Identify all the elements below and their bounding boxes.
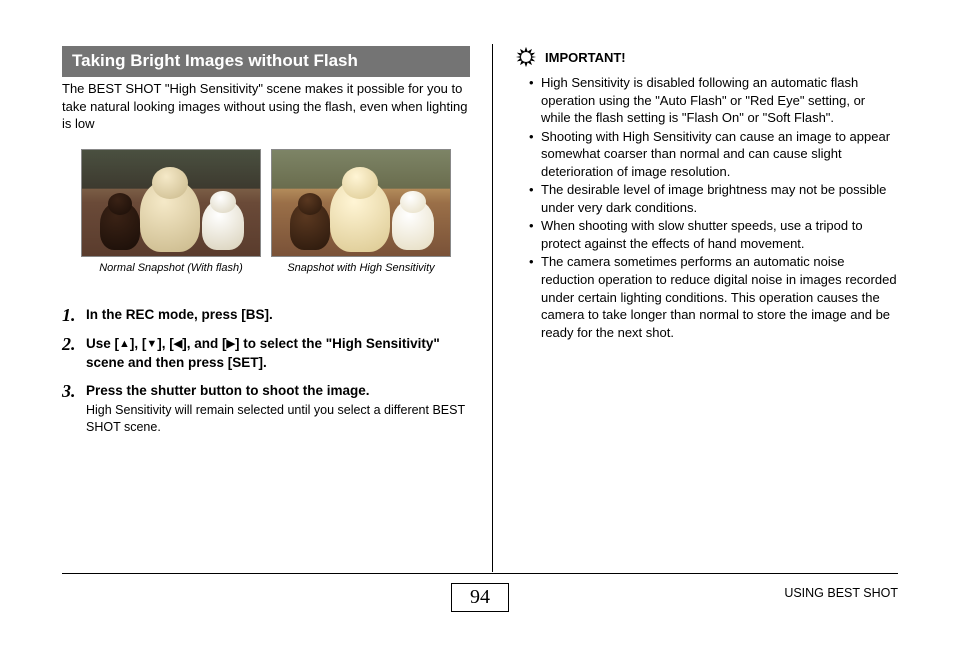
- section-header: Taking Bright Images without Flash: [62, 46, 470, 77]
- bullet-item: High Sensitivity is disabled following a…: [529, 74, 898, 127]
- example-images-row: [62, 149, 470, 257]
- important-header: IMPORTANT!: [515, 46, 898, 68]
- footer-section-label: USING BEST SHOT: [784, 586, 898, 600]
- page-number: 94: [451, 583, 509, 612]
- step-subtext: High Sensitivity will remain selected un…: [86, 402, 470, 436]
- bullet-item: Shooting with High Sensitivity can cause…: [529, 128, 898, 181]
- arrow-up-icon: ▲: [119, 337, 130, 352]
- step-title-part: ], [: [157, 336, 174, 351]
- step-number: 2.: [62, 335, 86, 371]
- right-column: IMPORTANT! High Sensitivity is disabled …: [515, 46, 898, 564]
- step-title: Use [▲], [▼], [◀], and [▶] to select the…: [86, 335, 470, 371]
- left-column: Taking Bright Images without Flash The B…: [62, 46, 470, 564]
- bullet-item: The desirable level of image brightness …: [529, 181, 898, 216]
- column-divider: [492, 44, 493, 572]
- burst-icon: [515, 46, 537, 68]
- footer-rule: [62, 573, 898, 574]
- important-label: IMPORTANT!: [545, 50, 626, 65]
- example-image-flash: [81, 149, 261, 257]
- step-number: 3.: [62, 382, 86, 436]
- bullet-item: When shooting with slow shutter speeds, …: [529, 217, 898, 252]
- step-title: In the REC mode, press [BS].: [86, 306, 470, 324]
- step-1: 1. In the REC mode, press [BS].: [62, 306, 470, 326]
- step-title-part: ], [: [130, 336, 147, 351]
- example-image-high-sensitivity: [271, 149, 451, 257]
- arrow-down-icon: ▼: [146, 337, 157, 352]
- step-2: 2. Use [▲], [▼], [◀], and [▶] to select …: [62, 335, 470, 371]
- caption-right: Snapshot with High Sensitivity: [271, 262, 451, 274]
- important-bullet-list: High Sensitivity is disabled following a…: [515, 74, 898, 341]
- intro-paragraph: The BEST SHOT "High Sensitivity" scene m…: [62, 80, 470, 133]
- step-title: Press the shutter button to shoot the im…: [86, 382, 470, 400]
- arrow-right-icon: ▶: [227, 337, 235, 352]
- caption-left: Normal Snapshot (With flash): [81, 262, 261, 274]
- steps-list: 1. In the REC mode, press [BS]. 2. Use […: [62, 306, 470, 436]
- bullet-item: The camera sometimes performs an automat…: [529, 253, 898, 341]
- step-title-part: Use [: [86, 336, 119, 351]
- step-number: 1.: [62, 306, 86, 326]
- page-footer: 94 USING BEST SHOT: [62, 573, 898, 612]
- captions-row: Normal Snapshot (With flash) Snapshot wi…: [62, 262, 470, 274]
- step-title-part: ], and [: [182, 336, 226, 351]
- step-3: 3. Press the shutter button to shoot the…: [62, 382, 470, 436]
- arrow-left-icon: ◀: [174, 337, 182, 352]
